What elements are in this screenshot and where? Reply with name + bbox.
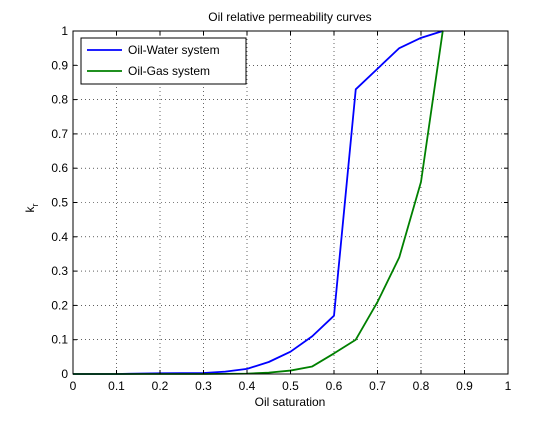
y-tick-label: 0.1 [51, 333, 68, 347]
x-tick-label: 0.2 [152, 379, 169, 393]
y-tick-label: 0.7 [51, 127, 68, 141]
x-axis-label: Oil saturation [255, 395, 326, 409]
y-axis-label-main: k [23, 206, 37, 213]
y-tick-label: 0.5 [51, 196, 68, 210]
y-tick-label: 0.2 [51, 298, 68, 312]
y-tick-label: 1 [61, 24, 68, 38]
legend: Oil-Water system Oil-Gas system [80, 37, 247, 85]
x-tick-label: 0.7 [369, 379, 386, 393]
y-tick-labels: 0 0.1 0.2 0.3 0.4 0.5 0.6 0.7 0.8 0.9 1 [51, 24, 68, 381]
chart-title: Oil relative permeability curves [208, 10, 371, 24]
x-tick-label: 0.6 [326, 379, 343, 393]
y-tick-label: 0.9 [51, 58, 68, 72]
y-axis-label-sub: r [30, 204, 40, 207]
x-tick-label: 0.3 [195, 379, 212, 393]
svg-text:kr: kr [23, 204, 40, 213]
legend-box [80, 37, 247, 85]
y-tick-label: 0.6 [51, 161, 68, 175]
legend-label-1: Oil-Water system [128, 43, 220, 57]
legend-label-2: Oil-Gas system [128, 64, 210, 78]
x-tick-label: 0.1 [108, 379, 125, 393]
x-tick-label: 0 [70, 379, 77, 393]
y-axis-label: kr [23, 204, 40, 213]
y-tick-label: 0 [61, 367, 68, 381]
x-tick-label: 0.9 [456, 379, 473, 393]
x-tick-label: 0.4 [239, 379, 256, 393]
x-tick-label: 0.8 [413, 379, 430, 393]
x-tick-labels: 0 0.1 0.2 0.3 0.4 0.5 0.6 0.7 0.8 0.9 1 [70, 379, 512, 393]
tick-marks [72, 30, 509, 375]
y-tick-label: 0.8 [51, 93, 68, 107]
x-tick-label: 0.5 [282, 379, 299, 393]
y-tick-label: 0.4 [51, 230, 68, 244]
x-tick-label: 1 [505, 379, 512, 393]
y-tick-label: 0.3 [51, 264, 68, 278]
